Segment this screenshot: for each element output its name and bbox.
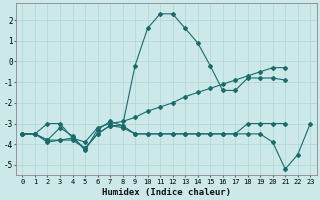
X-axis label: Humidex (Indice chaleur): Humidex (Indice chaleur): [102, 188, 231, 197]
